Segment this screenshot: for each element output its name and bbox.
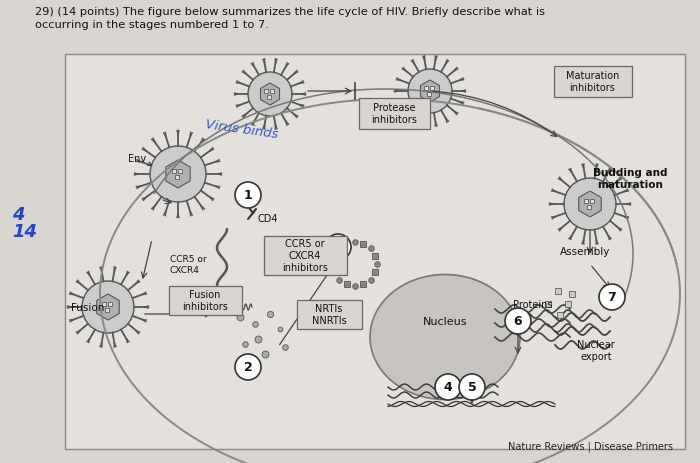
Text: 1: 1 [244,189,253,202]
Circle shape [408,70,452,114]
Circle shape [435,374,461,400]
Bar [65,55,685,449]
Text: Fusion: Fusion [71,302,104,313]
FancyBboxPatch shape [565,301,571,307]
Polygon shape [166,161,190,188]
FancyBboxPatch shape [267,96,271,100]
FancyBboxPatch shape [105,309,109,312]
Text: 6: 6 [514,315,522,328]
Circle shape [505,308,531,334]
Circle shape [459,374,485,400]
Circle shape [564,179,616,231]
Circle shape [82,282,134,333]
FancyBboxPatch shape [108,303,112,306]
Polygon shape [97,294,119,320]
Text: 4: 4 [12,206,24,224]
Circle shape [325,234,351,260]
FancyBboxPatch shape [556,313,564,318]
FancyBboxPatch shape [102,303,106,306]
FancyBboxPatch shape [584,200,588,203]
FancyBboxPatch shape [430,87,434,90]
FancyBboxPatch shape [554,66,631,97]
Text: 2: 2 [244,361,253,374]
FancyBboxPatch shape [358,98,430,129]
FancyBboxPatch shape [263,236,346,275]
Text: 5: 5 [468,381,477,394]
Text: 3: 3 [334,241,342,254]
Text: Fusion
inhibitors: Fusion inhibitors [182,289,228,312]
FancyBboxPatch shape [427,93,431,96]
Text: CCR5 or
CXCR4: CCR5 or CXCR4 [170,255,206,275]
FancyBboxPatch shape [172,170,176,173]
Circle shape [235,182,261,208]
FancyBboxPatch shape [554,288,561,294]
Text: Assembly: Assembly [560,246,610,257]
Ellipse shape [370,275,520,400]
FancyBboxPatch shape [587,206,592,209]
FancyBboxPatch shape [424,87,428,90]
Text: Nuclear
export: Nuclear export [577,339,615,362]
Text: occurring in the stages numbered 1 to 7.: occurring in the stages numbered 1 to 7. [35,20,269,30]
Text: 29) (14 points) The figure below summarizes the life cycle of HIV. Briefly descr: 29) (14 points) The figure below summari… [35,7,545,17]
Circle shape [599,284,625,310]
FancyBboxPatch shape [264,90,268,94]
FancyBboxPatch shape [178,170,182,173]
Text: NRTIs
NNRTIs: NRTIs NNRTIs [312,303,346,325]
Text: Maturation
inhibitors: Maturation inhibitors [566,71,620,93]
FancyBboxPatch shape [545,301,552,307]
FancyBboxPatch shape [297,300,361,329]
Text: Protease
inhibitors: Protease inhibitors [371,103,417,125]
Polygon shape [260,84,279,106]
Text: 7: 7 [608,291,617,304]
Text: Proteins: Proteins [514,300,553,309]
Text: CD4: CD4 [258,213,279,224]
Text: Env: Env [128,154,152,166]
Text: 14: 14 [12,223,37,240]
Text: CCR5 or
CXCR4
inhibitors: CCR5 or CXCR4 inhibitors [282,238,328,273]
FancyBboxPatch shape [169,286,241,315]
Polygon shape [421,81,440,103]
Text: 4: 4 [444,381,452,394]
Polygon shape [579,192,601,218]
FancyBboxPatch shape [590,200,594,203]
Text: Budding and
maturation: Budding and maturation [593,168,667,190]
FancyBboxPatch shape [568,292,575,297]
FancyBboxPatch shape [175,176,179,179]
Circle shape [248,73,292,117]
FancyBboxPatch shape [270,90,274,94]
Circle shape [235,354,261,380]
Text: Nucleus: Nucleus [423,316,468,326]
Circle shape [150,147,206,202]
Text: Nature Reviews | Disease Primers: Nature Reviews | Disease Primers [508,441,673,451]
Text: Virus binds: Virus binds [205,118,279,141]
